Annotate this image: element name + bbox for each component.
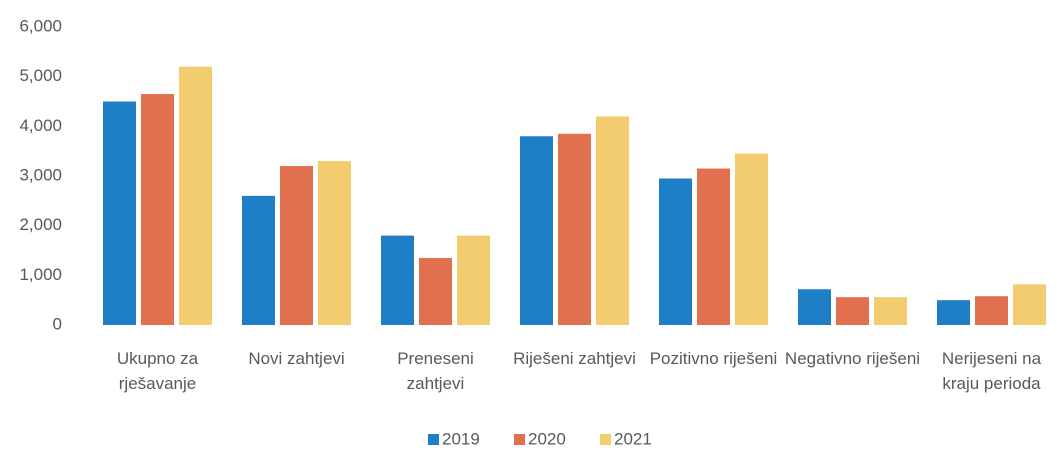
y-tick-label: 1,000 <box>19 265 62 284</box>
bar <box>381 235 414 325</box>
y-tick-label: 5,000 <box>19 66 62 85</box>
x-tick-label: Ukupno za rješavanje <box>116 349 199 393</box>
bar <box>141 94 174 325</box>
y-tick-label: 6,000 <box>19 16 62 35</box>
y-tick-label: 4,000 <box>19 116 62 135</box>
bar <box>242 195 275 325</box>
bar <box>798 289 831 325</box>
bar <box>318 161 351 325</box>
x-tick-label: Novi zahtjevi <box>248 349 345 368</box>
bar <box>1013 284 1046 325</box>
bar <box>975 296 1008 325</box>
bar <box>596 116 629 326</box>
legend-swatch <box>514 434 525 445</box>
bar <box>735 153 768 325</box>
y-tick-label: 0 <box>53 314 62 333</box>
bar <box>280 166 313 325</box>
y-tick-label: 2,000 <box>19 215 62 234</box>
legend-swatch <box>428 434 439 445</box>
bar <box>937 300 970 325</box>
bar <box>419 257 452 325</box>
bar <box>520 136 553 325</box>
x-tick-label: Preneseni zahtjevi <box>397 349 474 393</box>
x-tick-label: Negativno riješeni <box>784 349 921 368</box>
bar <box>836 297 869 325</box>
x-tick-label: Nerijeseni na kraju perioda <box>941 349 1042 393</box>
bar <box>103 101 136 325</box>
bar <box>659 178 692 325</box>
legend-label: 2020 <box>528 429 566 448</box>
bar <box>457 235 490 325</box>
y-tick-label: 3,000 <box>19 165 62 184</box>
x-tick-label: Pozitivno riješeni <box>649 349 778 368</box>
x-tick-label: Riješeni zahtjevi <box>513 349 636 368</box>
legend-label: 2019 <box>442 429 480 448</box>
bar <box>697 168 730 325</box>
bar <box>179 66 212 325</box>
bar <box>558 133 591 325</box>
legend-label: 2021 <box>614 429 652 448</box>
bar <box>874 297 907 325</box>
legend-swatch <box>600 434 611 445</box>
